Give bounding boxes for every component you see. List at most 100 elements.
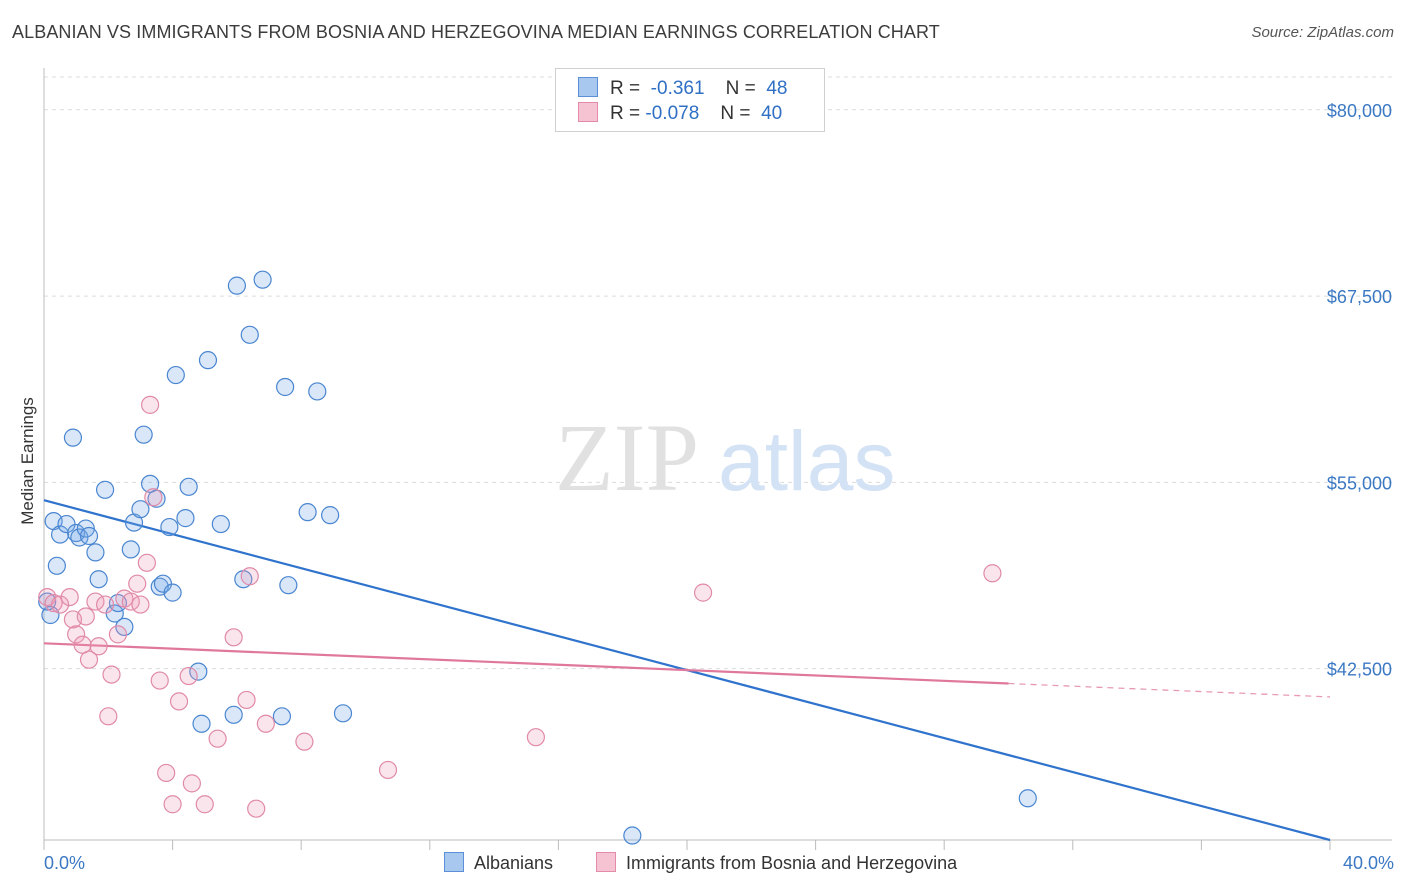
albanian-point bbox=[279, 576, 298, 595]
y-tick-label: $67,500 bbox=[1327, 287, 1392, 307]
albanian-point bbox=[79, 526, 99, 546]
bosnia-point bbox=[50, 595, 70, 614]
bosnia-point bbox=[526, 728, 545, 747]
watermark-atlas: atlas bbox=[718, 414, 895, 508]
albanian-point bbox=[298, 503, 317, 522]
bosnia-point bbox=[150, 671, 169, 690]
legend-r-label: R = bbox=[610, 103, 641, 124]
bosnia-point bbox=[99, 707, 118, 726]
albanian-point bbox=[121, 540, 140, 559]
legend-n-value: 48 bbox=[766, 78, 788, 99]
albanian-point bbox=[253, 270, 272, 289]
legend-row-albanians: R = -0.361 N = 48 bbox=[578, 77, 787, 101]
bosnia-point bbox=[256, 714, 275, 733]
data-points bbox=[38, 270, 1037, 845]
y-tick-label: $42,500 bbox=[1327, 660, 1392, 680]
bosnia-point bbox=[76, 607, 95, 626]
source-credit: Source: ZipAtlas.com bbox=[1251, 24, 1394, 41]
albanian-point bbox=[240, 325, 259, 344]
legend-n-value: 40 bbox=[761, 103, 783, 124]
bosnia-point bbox=[182, 774, 201, 793]
albanian-point bbox=[308, 382, 327, 401]
bosnia-point bbox=[179, 666, 198, 686]
bosnia-point bbox=[693, 583, 713, 602]
bosnia-trend-line bbox=[43, 642, 1009, 685]
legend-r-value: -0.361 bbox=[650, 78, 705, 99]
watermark: ZIP atlas bbox=[555, 404, 895, 511]
bosnia-point bbox=[157, 763, 176, 783]
bosnia-point bbox=[79, 650, 99, 669]
bosnia-point bbox=[89, 637, 108, 656]
legend-row-bosnia: R = -0.078 N = 40 bbox=[578, 102, 782, 126]
albanian-point bbox=[176, 509, 195, 528]
bosnia-point bbox=[140, 395, 160, 414]
legend-label: Albanians bbox=[474, 853, 554, 873]
bosnia-point bbox=[247, 799, 266, 818]
legend-n-label: N = bbox=[720, 103, 751, 124]
y-tick-label: $55,000 bbox=[1327, 473, 1392, 493]
legend-item-bosnia: Immigrants from Bosnia and Herzegovina bbox=[596, 852, 957, 874]
bosnia-point bbox=[108, 625, 128, 644]
albanian-point bbox=[89, 570, 108, 589]
bosnia-point bbox=[102, 665, 121, 684]
legend-swatch-pink bbox=[578, 102, 598, 122]
albanian-point bbox=[179, 477, 198, 496]
axes bbox=[43, 68, 1392, 850]
albanian-point bbox=[134, 425, 153, 444]
albanian-point bbox=[198, 351, 218, 370]
bosnia-point bbox=[144, 488, 163, 507]
albanian-point bbox=[189, 662, 208, 681]
albanian-point bbox=[272, 707, 292, 726]
legend-n-label: N = bbox=[725, 78, 756, 99]
legend-item-albanians: Albanians bbox=[444, 852, 553, 874]
legend-r-value: -0.078 bbox=[645, 103, 700, 124]
albanian-point bbox=[131, 500, 150, 519]
legend-label: Immigrants from Bosnia and Herzegovina bbox=[626, 853, 958, 873]
bosnia-point bbox=[169, 692, 189, 711]
bosnia-point bbox=[224, 628, 243, 647]
legend-swatch-blue bbox=[578, 77, 598, 97]
albanian-point bbox=[95, 480, 115, 499]
bosnia-point bbox=[67, 625, 86, 644]
albanian-point bbox=[163, 583, 182, 602]
albanian-point bbox=[227, 276, 246, 295]
bosnia-point bbox=[983, 564, 1002, 583]
legend-r-label: R = bbox=[610, 78, 641, 99]
bosnia-point bbox=[378, 760, 398, 780]
bosnia-point bbox=[44, 593, 63, 613]
correlation-legend: R = -0.361 N = 48 R = -0.078 N = 40 bbox=[555, 68, 825, 132]
axis-labels: $42,500 $55,000 $67,500 $80,000 0.0% 40.0% bbox=[44, 101, 1394, 873]
albanian-point bbox=[50, 525, 70, 544]
albanian-point bbox=[160, 517, 179, 537]
bosnia-point bbox=[195, 795, 214, 814]
albanian-point bbox=[321, 506, 340, 525]
albanian-point bbox=[86, 543, 105, 562]
bosnia-point bbox=[137, 553, 156, 572]
bosnia-point bbox=[295, 732, 314, 751]
albanian-point bbox=[47, 556, 66, 575]
bosnia-point bbox=[60, 587, 79, 607]
watermark-zip: ZIP bbox=[555, 404, 699, 511]
y-tick-label: $80,000 bbox=[1327, 101, 1392, 121]
bosnia-point bbox=[95, 595, 115, 614]
bosnia-trend-extension bbox=[1008, 682, 1331, 698]
albanian-point bbox=[166, 365, 185, 385]
bosnia-point bbox=[237, 690, 256, 710]
x-tick-label-max: 40.0% bbox=[1343, 853, 1394, 873]
trend-lines bbox=[43, 499, 1331, 842]
x-tick-label-min: 0.0% bbox=[44, 853, 85, 873]
bosnia-point bbox=[131, 595, 150, 614]
bosnia-point bbox=[163, 795, 182, 814]
albanian-point bbox=[192, 714, 211, 733]
bosnia-point bbox=[128, 574, 147, 593]
bosnia-point bbox=[240, 567, 259, 586]
albanian-point bbox=[70, 528, 89, 547]
legend-swatch-blue bbox=[444, 852, 464, 872]
albanian-point bbox=[211, 514, 230, 534]
albanian-point bbox=[1018, 789, 1037, 808]
albanian-point bbox=[115, 617, 134, 637]
chart-title: ALBANIAN VS IMMIGRANTS FROM BOSNIA AND H… bbox=[12, 22, 940, 42]
legend-swatch-pink bbox=[596, 852, 616, 872]
bosnia-point bbox=[208, 729, 227, 748]
